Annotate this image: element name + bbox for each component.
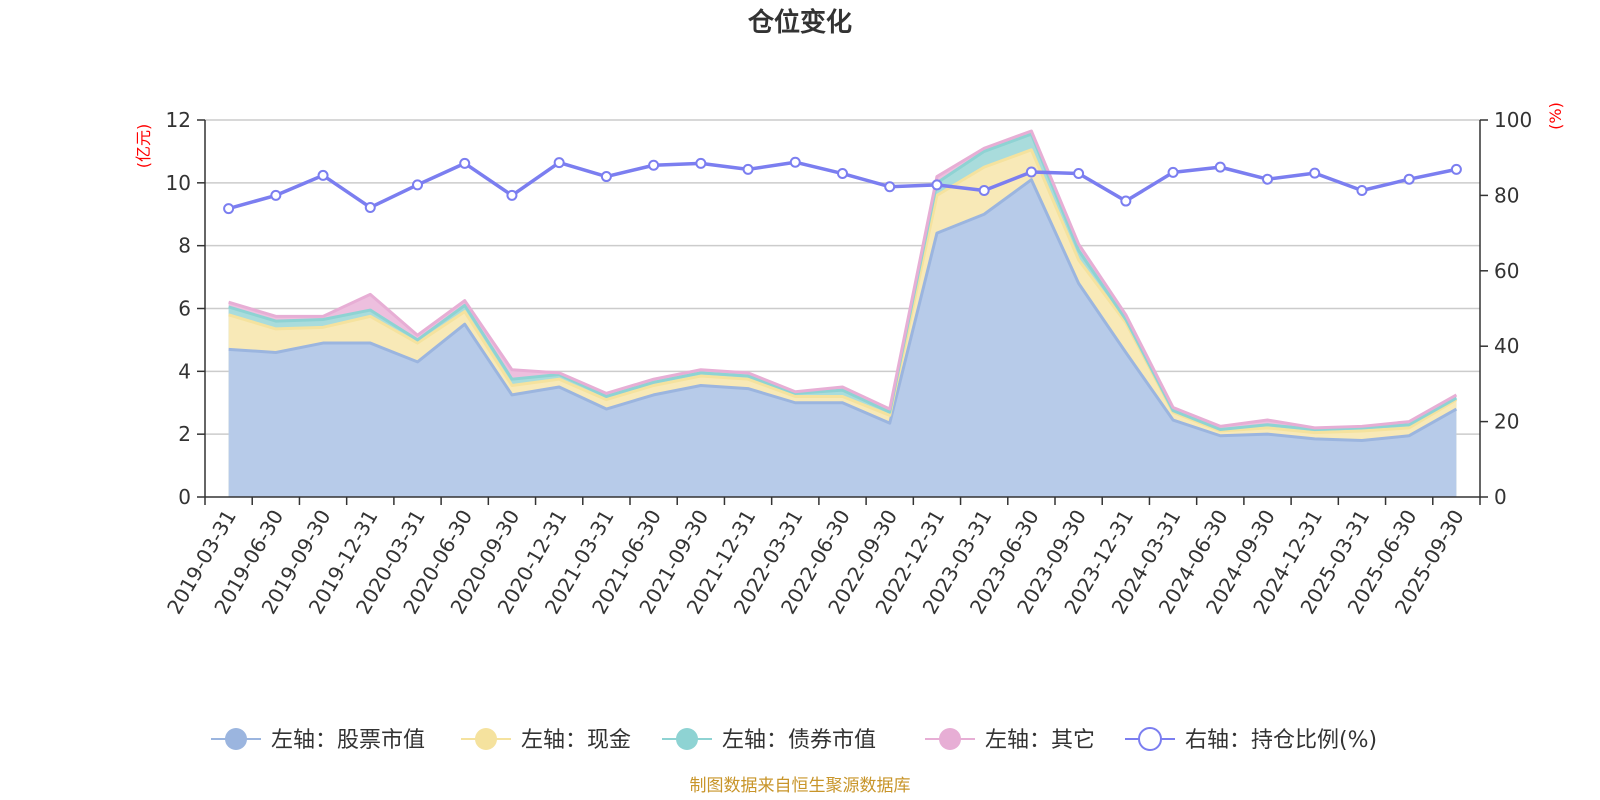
left-tick-label: 10	[166, 171, 191, 195]
legend-marker	[676, 728, 698, 750]
area-edge-2	[228, 148, 1458, 435]
left-tick-label: 12	[166, 108, 191, 132]
ratio-point	[1356, 184, 1368, 196]
right-tick-label: 0	[1494, 485, 1507, 509]
ratio-point	[1403, 173, 1415, 185]
right-tick-label: 60	[1494, 259, 1519, 283]
ratio-point	[223, 203, 235, 215]
right-tick-label: 20	[1494, 410, 1519, 434]
left-tick-label: 4	[178, 359, 191, 383]
ratio-point	[884, 181, 896, 193]
legend-label: 左轴：股票市值	[271, 728, 425, 753]
left-tick-label: 0	[178, 485, 191, 509]
left-tick-label: 6	[178, 297, 191, 321]
ratio-point	[270, 189, 282, 201]
ratio-point	[1120, 195, 1132, 207]
source-note: 制图数据来自恒生聚源数据库	[690, 776, 911, 796]
right-tick-label: 100	[1494, 108, 1532, 132]
area-edge-3	[228, 132, 1458, 431]
legend-marker	[939, 728, 961, 750]
left-axis-unit: (亿元)	[134, 124, 153, 169]
legend-marker	[1138, 727, 1162, 751]
ratio-point	[1309, 167, 1321, 179]
legend-marker	[225, 728, 247, 750]
chart-title: 仓位变化	[747, 7, 852, 38]
ratio-point	[1450, 163, 1462, 175]
ratio-point	[506, 189, 518, 201]
legend-marker	[475, 728, 497, 750]
ratio-point	[1262, 173, 1273, 185]
ratio-point	[1167, 166, 1179, 178]
area-edge-4	[228, 129, 1458, 430]
ratio-point	[1073, 168, 1085, 180]
ratio-point	[742, 163, 754, 175]
ratio-point	[789, 156, 801, 168]
ratio-point	[931, 179, 943, 191]
left-tick-label: 2	[178, 422, 191, 446]
right-tick-label: 80	[1494, 183, 1519, 207]
legend-label: 右轴：持仓比例(%)	[1185, 728, 1377, 753]
area-edge-1	[228, 178, 1458, 442]
ratio-point	[600, 171, 612, 183]
ratio-point	[412, 179, 423, 191]
ratio-point	[364, 201, 376, 213]
area-1	[228, 179, 1457, 498]
right-axis-unit: (%)	[1546, 102, 1565, 130]
legend-label: 左轴：其它	[985, 728, 1095, 753]
ratio-point	[1025, 166, 1037, 178]
ratio-point	[459, 157, 471, 169]
ratio-point	[837, 168, 848, 180]
ratio-line	[223, 156, 1462, 215]
legend: 左轴：股票市值 左轴：现金 左轴：债券市值 左轴：其它 右轴：持仓比例(%)	[211, 727, 1377, 753]
stacked-areas	[228, 129, 1458, 498]
ratio-point	[317, 169, 329, 181]
legend-label: 左轴：现金	[521, 728, 631, 753]
ratio-point	[1214, 161, 1226, 173]
ratio-point	[648, 159, 660, 171]
ratio-point	[553, 157, 565, 169]
right-tick-label: 40	[1494, 334, 1519, 358]
legend-label: 左轴：债券市值	[722, 728, 876, 753]
ratio-point	[695, 157, 707, 169]
left-tick-label: 8	[178, 234, 191, 258]
ratio-point	[978, 184, 990, 196]
